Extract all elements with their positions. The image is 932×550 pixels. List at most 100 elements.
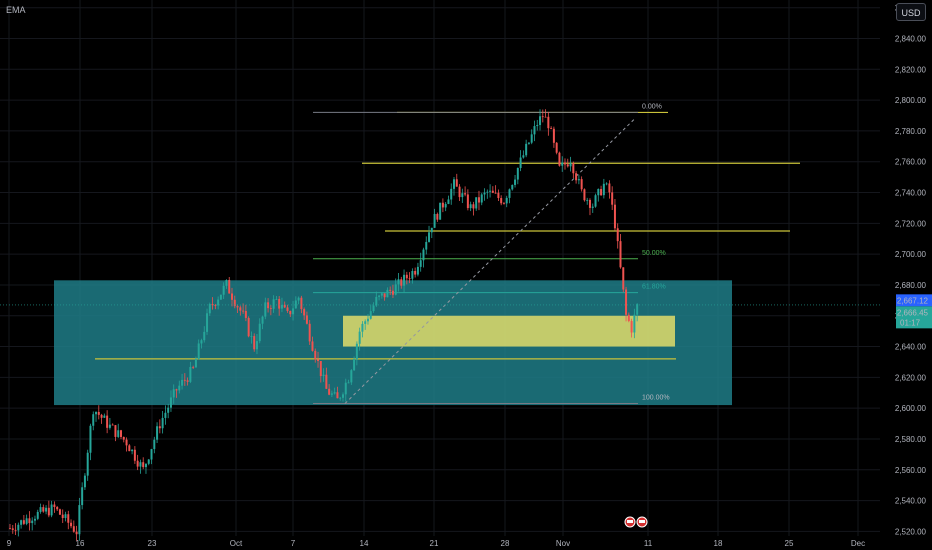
candle xyxy=(122,436,125,440)
candle xyxy=(375,296,378,306)
candle xyxy=(247,317,250,337)
candle xyxy=(475,197,478,209)
candle xyxy=(294,300,297,309)
candle xyxy=(322,374,325,377)
last-price-value: 2,666.45 xyxy=(897,308,929,317)
candle xyxy=(272,299,275,309)
candle xyxy=(153,439,156,450)
candle xyxy=(342,394,344,398)
candle xyxy=(380,293,383,296)
y-tick-label: 2,560.00 xyxy=(895,466,927,475)
candle xyxy=(502,203,505,205)
y-tick-label: 2,640.00 xyxy=(895,343,927,352)
candle xyxy=(97,411,100,415)
candle xyxy=(347,382,350,384)
fib-label-618: 61.80% xyxy=(642,284,666,291)
candle xyxy=(483,192,486,195)
candle xyxy=(114,425,117,437)
candle xyxy=(494,192,497,194)
candle xyxy=(233,299,236,307)
candle xyxy=(78,505,81,535)
price-tag xyxy=(896,294,932,307)
candle xyxy=(575,173,578,181)
candle xyxy=(214,305,217,307)
candle xyxy=(197,343,200,360)
candle xyxy=(477,197,480,203)
candle xyxy=(183,379,186,381)
candle xyxy=(36,511,39,519)
event-flag-icon xyxy=(627,520,633,523)
candle xyxy=(339,397,342,399)
candle xyxy=(541,116,544,118)
candle xyxy=(630,321,633,333)
candle xyxy=(206,313,209,332)
fib-label-100: 100.00% xyxy=(642,395,670,402)
candle xyxy=(491,190,494,193)
candle xyxy=(167,407,170,413)
candle xyxy=(636,304,639,315)
candle xyxy=(280,304,283,309)
candle xyxy=(383,293,386,298)
countdown-time: 01:17 xyxy=(900,318,921,327)
candle xyxy=(325,374,328,389)
candle xyxy=(444,203,447,208)
candle xyxy=(536,125,539,127)
candle xyxy=(625,289,628,315)
candle xyxy=(480,194,483,203)
candle xyxy=(47,507,50,516)
candle xyxy=(92,414,95,426)
candle xyxy=(594,195,597,207)
candle xyxy=(264,302,267,317)
candle xyxy=(86,452,89,476)
candle xyxy=(255,341,258,350)
candle xyxy=(364,321,367,324)
candle xyxy=(117,430,120,437)
candle xyxy=(292,308,295,315)
candle xyxy=(525,143,528,156)
candle xyxy=(144,463,147,468)
candle xyxy=(125,439,128,446)
candle xyxy=(283,304,286,308)
candle xyxy=(400,279,403,286)
candle xyxy=(566,164,569,167)
candle xyxy=(200,340,203,344)
candle xyxy=(558,152,561,166)
x-tick-label: 16 xyxy=(76,539,85,548)
candle xyxy=(217,299,220,306)
indicator-label[interactable]: EMA xyxy=(6,5,26,15)
candle xyxy=(397,279,400,285)
candle xyxy=(419,260,422,267)
candle xyxy=(178,385,181,391)
fib-trendline xyxy=(344,118,636,404)
candle xyxy=(508,189,511,198)
candle xyxy=(317,359,320,362)
x-tick-label: Nov xyxy=(556,539,570,548)
candle xyxy=(136,460,139,467)
candle xyxy=(366,318,369,322)
y-tick-label: 2,540.00 xyxy=(895,497,927,506)
candle xyxy=(428,232,431,242)
candle xyxy=(597,189,600,196)
candle xyxy=(330,393,333,395)
candle xyxy=(588,199,591,208)
candle xyxy=(386,289,389,298)
candle xyxy=(333,392,336,394)
candle xyxy=(486,191,489,193)
candle xyxy=(378,295,381,297)
candle xyxy=(353,359,356,371)
candle xyxy=(61,514,64,519)
candle xyxy=(50,504,53,516)
x-tick-label: Dec xyxy=(851,539,865,548)
candle xyxy=(175,389,178,391)
candle xyxy=(511,184,514,190)
y-tick-label: 2,680.00 xyxy=(895,281,927,290)
candle xyxy=(591,206,594,208)
fib-label-50: 50.00% xyxy=(642,250,666,257)
candle xyxy=(530,134,533,143)
candle xyxy=(350,370,353,383)
candle xyxy=(172,389,175,398)
currency-button[interactable]: USD xyxy=(896,3,926,21)
candle xyxy=(108,424,111,428)
candle xyxy=(472,204,475,209)
